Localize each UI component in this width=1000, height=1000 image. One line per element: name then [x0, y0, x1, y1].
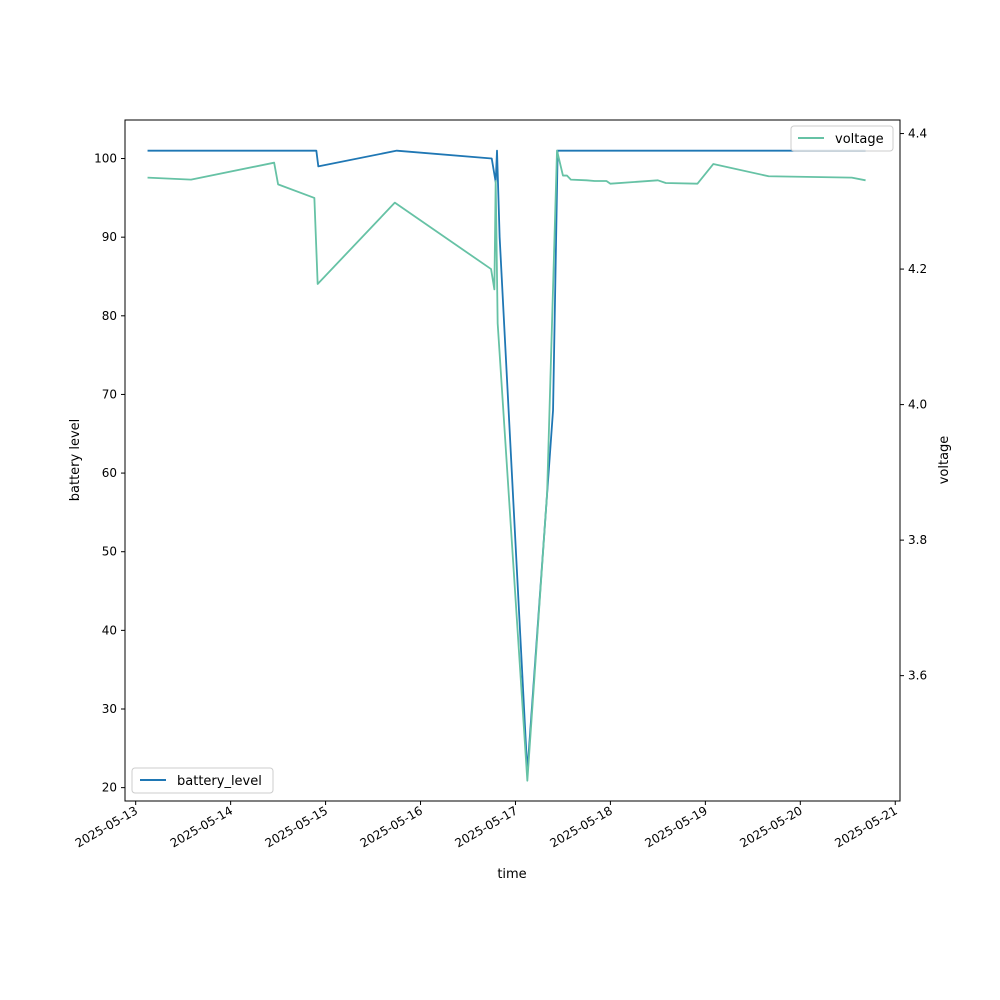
- plot-lines: [147, 149, 866, 782]
- y-left-axis-title: battery level: [68, 419, 83, 502]
- y-right-tick-label: 4.2: [908, 262, 927, 276]
- legend-voltage: voltage: [790, 125, 894, 152]
- y-left-tick-label: 20: [102, 781, 117, 795]
- y-right-tick-label: 3.6: [908, 669, 927, 683]
- y-left-tick-label: 30: [102, 702, 117, 716]
- y-left-tick-label: 100: [94, 152, 117, 166]
- y-left-tick-label: 50: [102, 545, 117, 559]
- legend-voltage-label: voltage: [835, 132, 884, 147]
- y-left-tick-label: 60: [102, 466, 117, 480]
- x-axis-title: time: [497, 867, 526, 882]
- y-left-tick-label: 90: [102, 230, 117, 244]
- y-axis-left: 20 30 40 50 60 70 80 90 100: [94, 152, 125, 795]
- legend-battery-box: [131, 767, 274, 794]
- y-left-tick-label: 40: [102, 623, 117, 637]
- legend-voltage-box: [790, 125, 894, 152]
- y-right-tick-label: 4.0: [908, 398, 927, 412]
- y-right-axis-title: voltage: [937, 436, 952, 485]
- y-right-tick-label: 4.4: [908, 127, 927, 141]
- series-line-voltage: [147, 149, 866, 782]
- y-left-tick-label: 70: [102, 387, 117, 401]
- y-axis-right: 3.6 3.8 4.0 4.2 4.4: [900, 127, 927, 683]
- axes-frame: [124, 119, 901, 802]
- y-left-tick-label: 80: [102, 309, 117, 323]
- legend-battery-label: battery_level: [177, 774, 262, 789]
- series-line-battery_level: [147, 149, 866, 773]
- y-right-tick-label: 3.8: [908, 533, 927, 547]
- legend-battery: battery_level: [131, 767, 274, 794]
